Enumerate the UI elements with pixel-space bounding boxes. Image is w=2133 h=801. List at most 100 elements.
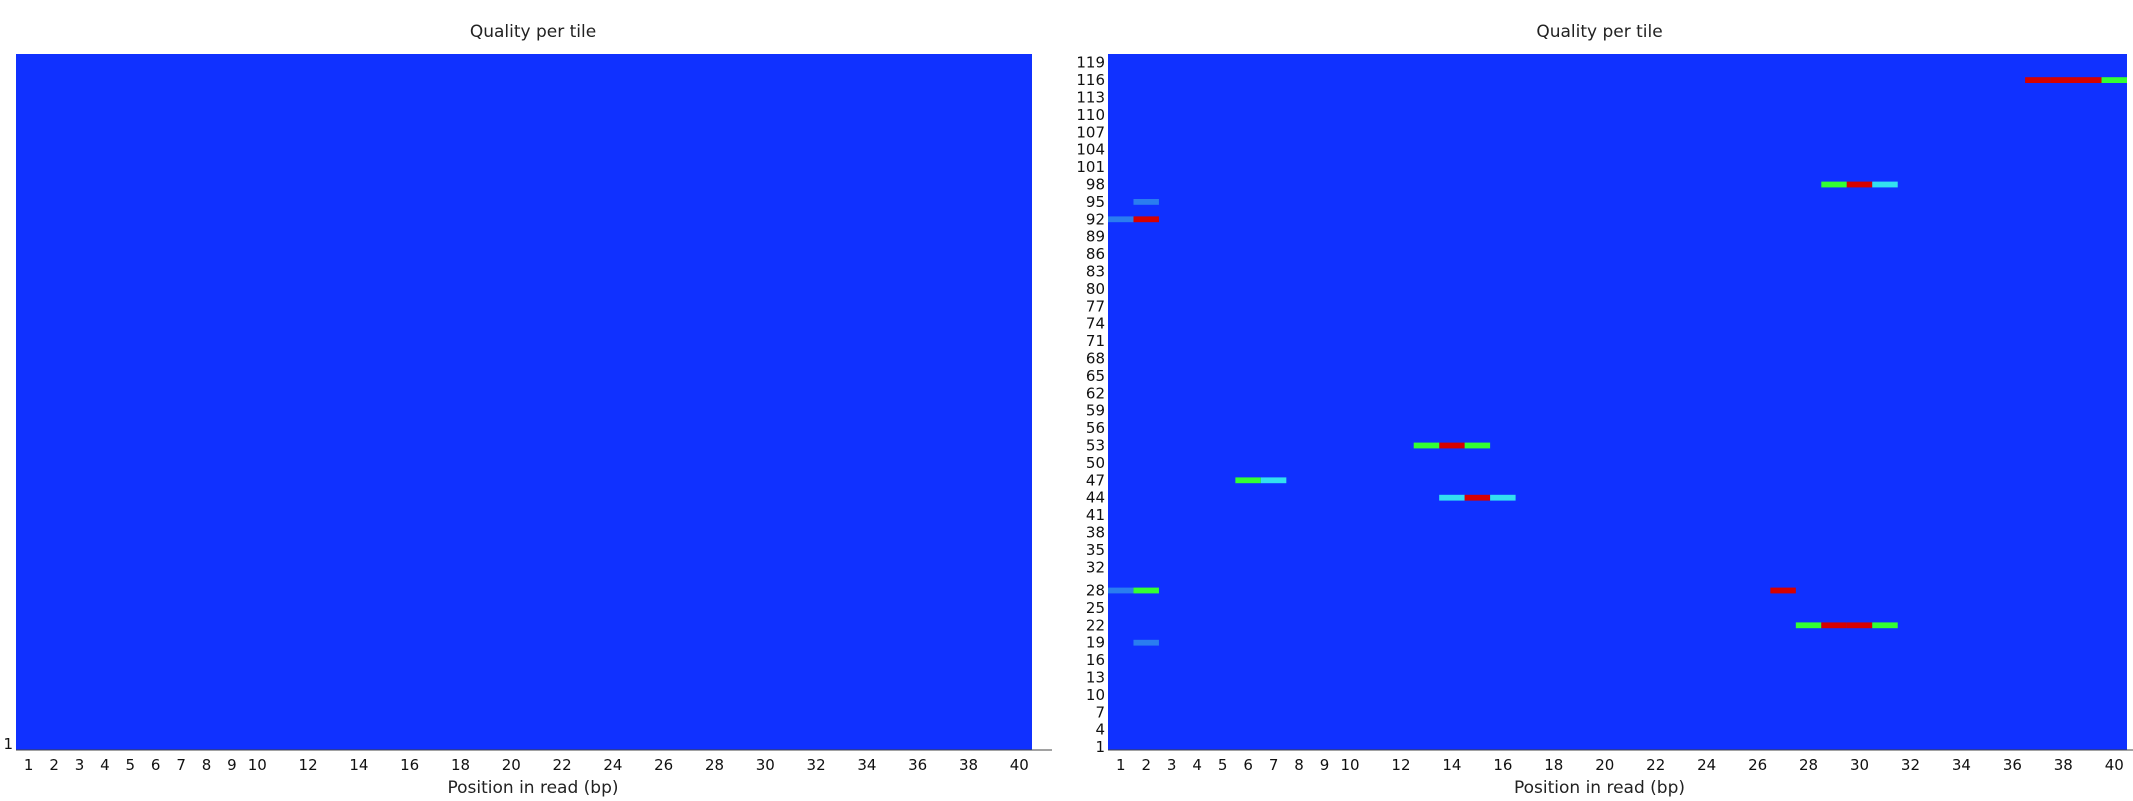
heatmap-cell <box>1235 477 1261 484</box>
y-tick-label: 86 <box>1086 245 1105 263</box>
x-tick-label: 36 <box>908 756 927 774</box>
y-tick-label: 62 <box>1086 384 1105 402</box>
x-tick-label: 40 <box>1010 756 1029 774</box>
chart-right: Quality per tile 1 2 3 4 5 6 7 8 9 10 12 14 16 18 20 22… <box>1066 0 2133 801</box>
x-tick-label: 2 <box>1141 756 1151 774</box>
heatmap-cell <box>1872 181 1898 188</box>
y-tick-label: 53 <box>1086 437 1105 455</box>
heatmap-cell <box>1108 587 1134 594</box>
x-tick-label: 38 <box>959 756 978 774</box>
x-tick-label: 22 <box>553 756 572 774</box>
x-tick-label: 8 <box>202 756 212 774</box>
heatmap-cell <box>1413 442 1440 449</box>
x-tick-label: 10 <box>248 756 267 774</box>
x-tick-label: 20 <box>1595 756 1614 774</box>
x-tick-label: 9 <box>227 756 237 774</box>
y-tick-label: 56 <box>1086 419 1105 437</box>
x-tick-label: 1 <box>24 756 34 774</box>
y-tick-label: 25 <box>1086 599 1105 617</box>
y-tick-label: 41 <box>1086 506 1105 524</box>
heatmap-cell <box>1846 622 1873 629</box>
y-tick-label: 10 <box>1086 686 1105 704</box>
heatmap-cell <box>1108 216 1134 223</box>
x-tick-label: 24 <box>603 756 622 774</box>
heatmap-cell <box>1464 494 1491 501</box>
heatmap-cell <box>2050 77 2077 83</box>
y-tick-label: 98 <box>1086 176 1105 194</box>
y-tick-label: 19 <box>1086 634 1105 652</box>
heatmap-cell <box>1821 181 1847 188</box>
y-tick-label: 68 <box>1086 350 1105 368</box>
x-tick-label: 3 <box>1167 756 1177 774</box>
heatmap-cell <box>1464 442 1491 449</box>
y-tick-label: 92 <box>1086 210 1105 228</box>
x-tick-label: 6 <box>1243 756 1253 774</box>
x-axis-label: Position in read (bp) <box>1513 778 1686 798</box>
y-tick-label: 65 <box>1086 367 1105 385</box>
y-tick-label: 1 <box>3 735 13 753</box>
y-tick-label: 13 <box>1086 669 1105 687</box>
x-tick-label: 18 <box>1544 756 1563 774</box>
heatmap-cell <box>1133 587 1159 594</box>
x-tick-label: 6 <box>151 756 161 774</box>
x-tick-label: 9 <box>1320 756 1330 774</box>
heatmap-cell <box>1439 494 1465 501</box>
x-tick-label: 5 <box>1218 756 1228 774</box>
heatmap-cell <box>1260 477 1287 484</box>
y-tick-label: 116 <box>1076 71 1105 89</box>
x-tick-label: 3 <box>75 756 85 774</box>
y-tick-label: 4 <box>1095 721 1105 739</box>
chart-title: Quality per tile <box>469 22 597 42</box>
y-tick-label: 119 <box>1076 54 1105 72</box>
y-tick-label: 1 <box>1095 738 1105 756</box>
x-tick-label: 36 <box>2003 756 2022 774</box>
y-tick-label: 16 <box>1086 651 1105 669</box>
x-tick-label: 4 <box>100 756 110 774</box>
heatmap-cell <box>1133 199 1159 205</box>
heatmap-right: 1 2 3 4 5 6 7 8 9 10 12 14 16 18 20 22 24 26 28 30 32 34 36 38 4… <box>1076 54 2133 774</box>
chart-title: Quality per tile <box>1536 22 1663 42</box>
heatmap-cell <box>1821 622 1847 629</box>
y-tick-label: 77 <box>1086 297 1105 315</box>
y-tick-label: 50 <box>1086 454 1105 472</box>
y-tick-label: 22 <box>1086 616 1105 634</box>
x-tick-label: 10 <box>1340 756 1359 774</box>
heatmap-cell <box>1439 442 1465 449</box>
x-tick-label: 30 <box>756 756 775 774</box>
x-tick-label: 4 <box>1192 756 1202 774</box>
x-tick-label: 8 <box>1294 756 1304 774</box>
y-tick-label: 47 <box>1086 471 1105 489</box>
x-tick-label: 34 <box>1952 756 1971 774</box>
y-tick-label: 28 <box>1086 582 1105 600</box>
heatmap-background <box>16 54 1032 750</box>
y-tick-label: 32 <box>1086 558 1105 576</box>
x-tick-label: 38 <box>2054 756 2073 774</box>
x-tick-label: 18 <box>451 756 470 774</box>
heatmap-cell <box>2025 77 2051 83</box>
x-tick-label: 34 <box>857 756 876 774</box>
chart-left: Quality per tile 1 2 3 4 5 6 7 8 9 10 12 14 16 18 20 22… <box>0 0 1066 801</box>
y-tick-label: 89 <box>1086 228 1105 246</box>
x-tick-label: 20 <box>502 756 521 774</box>
y-tick-label: 95 <box>1086 193 1105 211</box>
x-tick-label: 26 <box>654 756 673 774</box>
x-tick-label: 14 <box>1442 756 1461 774</box>
heatmap-left: 1 2 3 4 5 6 7 8 9 10 12 14 16 18 20 22 24 26 28 30 32 34 36 38 4… <box>3 54 1052 774</box>
x-tick-label: 1 <box>1116 756 1126 774</box>
y-tick-label: 38 <box>1086 524 1105 542</box>
y-tick-label: 104 <box>1076 141 1105 159</box>
y-tick-label: 35 <box>1086 541 1105 559</box>
heatmap-cell <box>1872 622 1898 629</box>
y-tick-label: 7 <box>1095 703 1105 721</box>
x-tick-label: 5 <box>126 756 136 774</box>
x-tick-label: 40 <box>2105 756 2124 774</box>
x-tick-label: 30 <box>1850 756 1869 774</box>
y-tick-label: 110 <box>1076 106 1105 124</box>
y-tick-label: 101 <box>1076 158 1105 176</box>
x-tick-label: 22 <box>1646 756 1665 774</box>
x-tick-label: 12 <box>299 756 318 774</box>
x-tick-label: 32 <box>1901 756 1920 774</box>
x-tick-label: 16 <box>400 756 419 774</box>
y-tick-label: 71 <box>1086 332 1105 350</box>
y-tick-label: 113 <box>1076 89 1105 107</box>
